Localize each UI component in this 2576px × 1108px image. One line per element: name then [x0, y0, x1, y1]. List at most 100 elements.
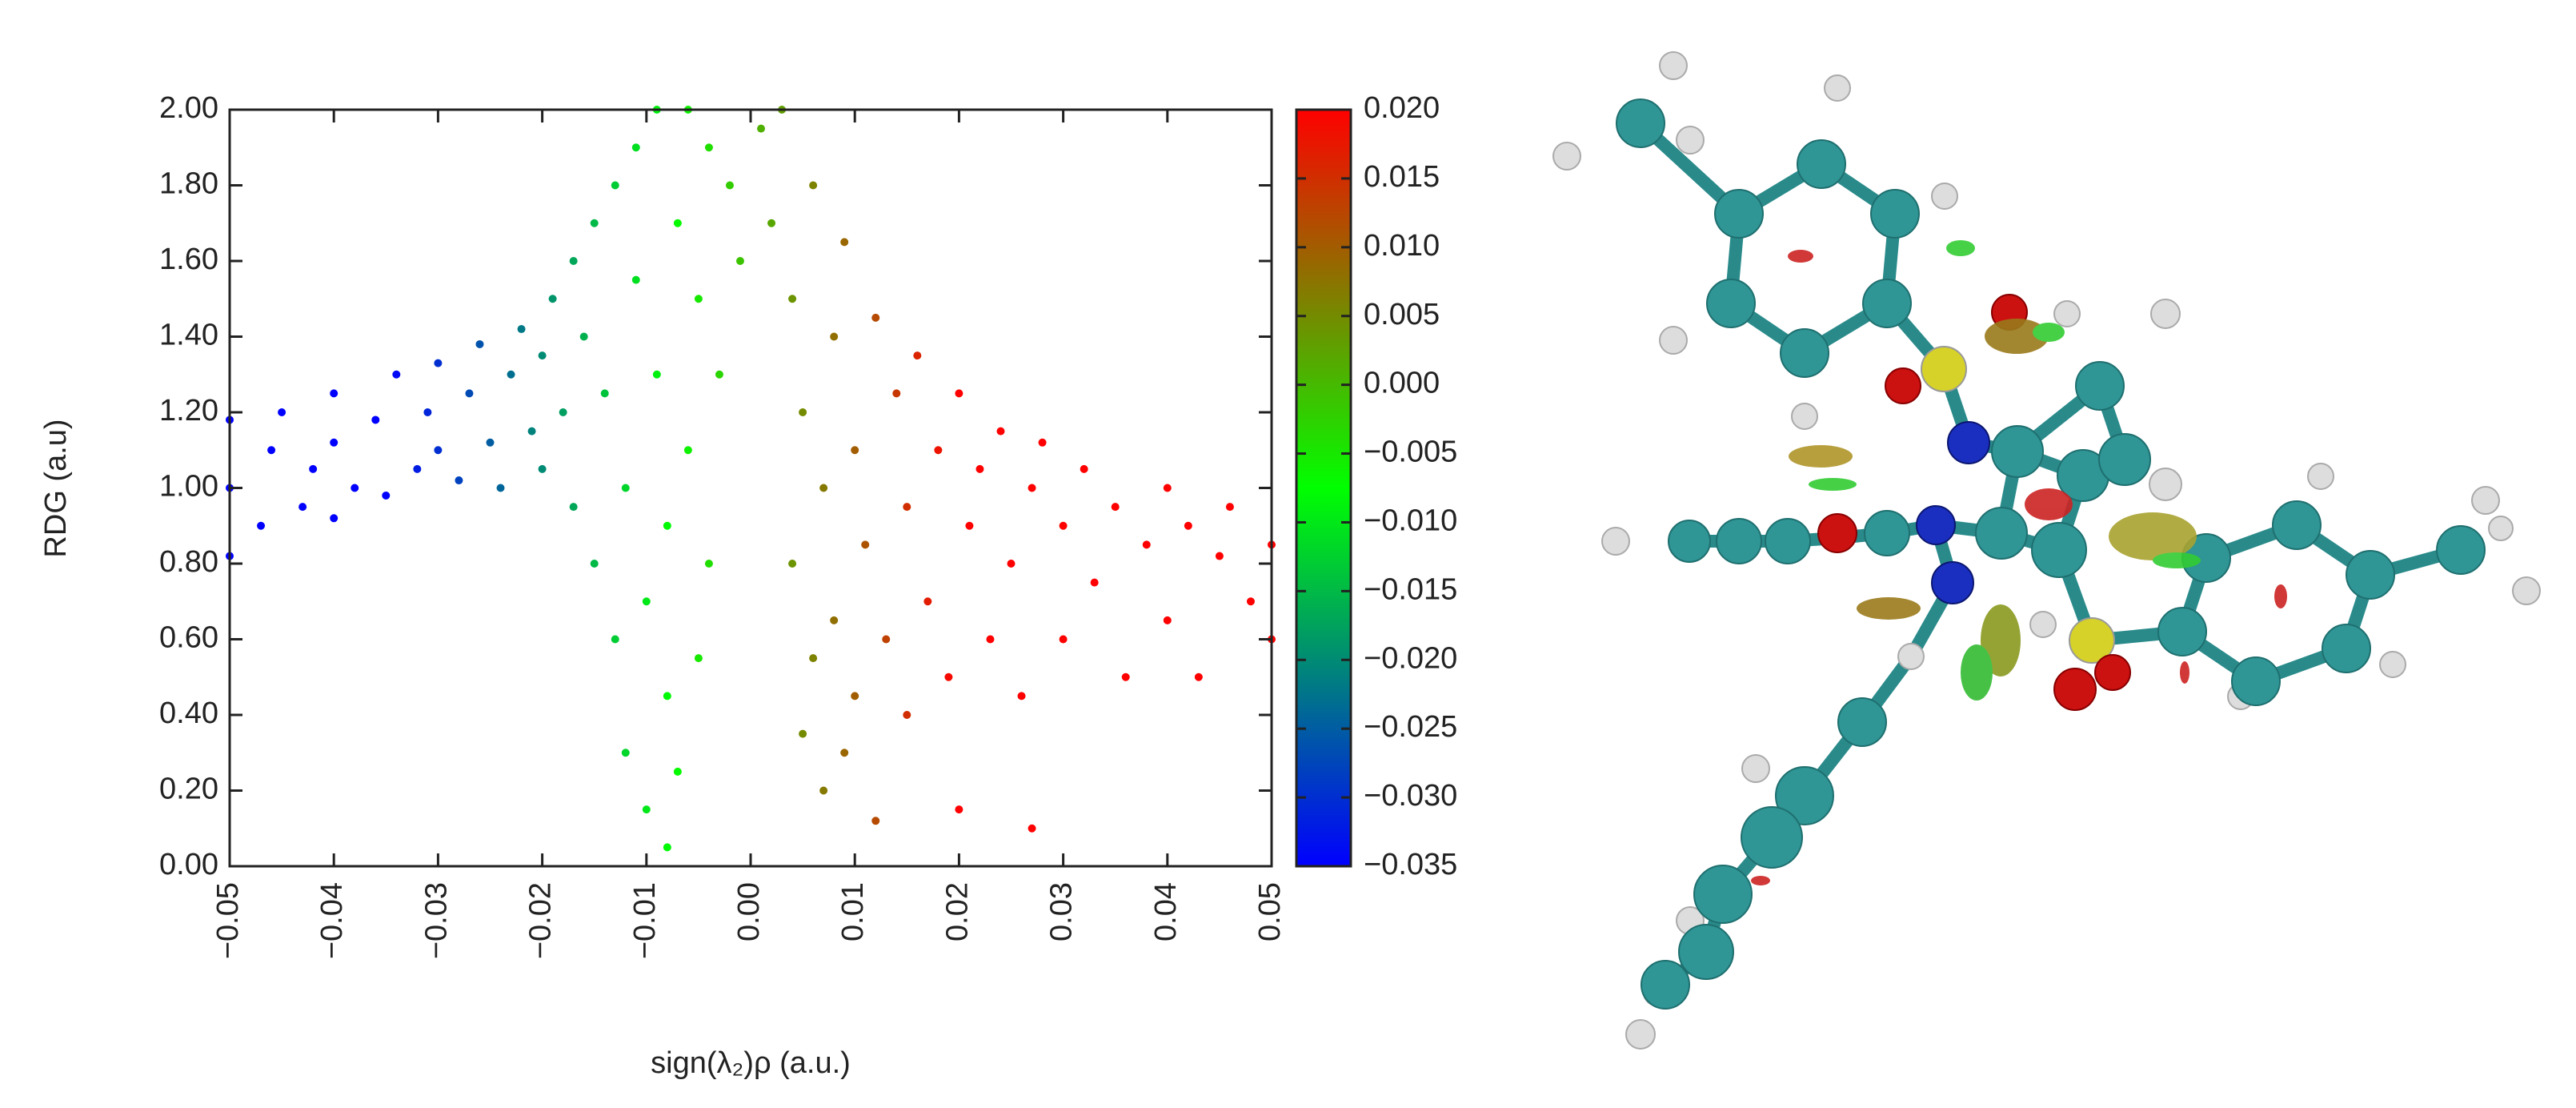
scatter-point — [413, 464, 422, 473]
scatter-point — [1121, 672, 1130, 681]
scatter-point — [507, 370, 515, 379]
scatter-point — [621, 484, 630, 492]
scatter-point — [767, 219, 776, 227]
scatter-point — [538, 464, 547, 473]
scatter-point — [517, 325, 526, 334]
scatter-point — [652, 370, 661, 379]
scatter-point — [559, 408, 567, 416]
colorbar-tick-label: 0.005 — [1364, 298, 1440, 331]
scatter-point — [944, 672, 953, 681]
scatter-point — [392, 370, 401, 379]
scatter-point — [371, 416, 380, 424]
scatter-point — [298, 503, 307, 512]
scatter-point — [851, 446, 859, 455]
scatter-point — [1028, 824, 1036, 833]
scatter-point — [1163, 484, 1172, 492]
scatter-point — [351, 484, 359, 492]
x-tick-label: −0.05 — [211, 882, 245, 959]
colorbar-tick-label: −0.030 — [1364, 779, 1457, 813]
scatter-point — [861, 540, 870, 549]
scatter-point — [1080, 464, 1088, 473]
scatter-point — [579, 332, 588, 341]
scatter-point — [903, 711, 911, 719]
scatter-point — [757, 124, 766, 133]
scatter-point — [996, 427, 1005, 436]
y-tick-label: 0.20 — [159, 773, 218, 806]
scatter-point — [871, 313, 880, 322]
y-tick-label: 1.20 — [159, 394, 218, 428]
scatter-point — [903, 503, 911, 512]
y-tick-label: 1.60 — [159, 243, 218, 276]
scatter-point — [955, 389, 963, 398]
scatter-point — [590, 219, 599, 227]
scatter-point — [1017, 692, 1026, 701]
y-tick-label: 0.80 — [159, 545, 218, 579]
y-tick-label: 0.60 — [159, 621, 218, 655]
scatter-point — [309, 464, 318, 473]
scatter-point — [475, 339, 484, 348]
y-tick-label: 0.40 — [159, 697, 218, 730]
scatter-point — [840, 238, 849, 247]
x-tick-label: 0.03 — [1045, 882, 1079, 941]
scatter-point — [788, 560, 797, 568]
y-axis-label: RDG (a.u) — [39, 419, 73, 557]
scatter-point — [267, 446, 276, 455]
scatter-point — [663, 692, 671, 701]
y-tick-label: 0.00 — [159, 848, 218, 881]
scatter-point — [1246, 597, 1255, 606]
scatter-point — [830, 616, 839, 624]
y-tick-label: 1.80 — [159, 167, 218, 201]
colorbar-tick-label: 0.015 — [1364, 160, 1440, 194]
x-tick-label: −0.01 — [628, 882, 662, 959]
scatter-point — [955, 805, 963, 814]
scatter-point — [611, 635, 619, 644]
scatter-point — [882, 635, 891, 644]
scatter-point — [913, 351, 922, 360]
scatter-point — [819, 786, 828, 795]
scatter-point — [1059, 635, 1068, 644]
colorbar-tick-label: −0.005 — [1364, 436, 1457, 469]
scatter-point — [257, 521, 266, 530]
carbons — [1616, 98, 2486, 1010]
scatter-point — [694, 295, 703, 303]
scatter-point — [455, 476, 463, 485]
scatter-point — [1225, 503, 1234, 512]
scatter-point — [673, 767, 682, 776]
scatter-point — [1194, 672, 1203, 681]
y-tick-label: 2.00 — [159, 91, 218, 125]
colorbar-tick-label: 0.020 — [1364, 91, 1440, 125]
colorbar-tick-label: −0.010 — [1364, 504, 1457, 537]
scatter-point — [725, 181, 734, 190]
y-tick-label: 1.40 — [159, 319, 218, 352]
scatter-point — [434, 359, 443, 367]
colorbar-tick-label: −0.020 — [1364, 641, 1457, 675]
scatter-point — [600, 389, 609, 398]
scatter-point — [735, 257, 744, 265]
scatter-point — [1184, 521, 1192, 530]
scatter-point — [486, 438, 495, 447]
colorbar-tick-label: −0.025 — [1364, 710, 1457, 744]
scatter-point — [330, 389, 339, 398]
scatter-point — [840, 749, 849, 757]
scatter-point — [1090, 578, 1099, 587]
scatter-point — [1059, 521, 1068, 530]
scatter-point — [704, 143, 713, 152]
scatter-point — [819, 484, 828, 492]
scatter-point — [434, 446, 443, 455]
scatter-point — [611, 181, 619, 190]
scatter-point — [548, 295, 557, 303]
x-tick-label: −0.02 — [524, 882, 558, 959]
scatter-point — [1163, 616, 1172, 624]
scatter-point — [799, 408, 807, 416]
scatter-point — [986, 635, 995, 644]
nci-surfaces — [1751, 240, 2287, 885]
scatter-point — [1007, 560, 1016, 568]
scatter-point — [330, 438, 339, 447]
scatter-point — [965, 521, 974, 530]
scatter-point — [663, 521, 671, 530]
scatter-point — [830, 332, 839, 341]
scatter-point — [278, 408, 286, 416]
scatter-point — [423, 408, 432, 416]
